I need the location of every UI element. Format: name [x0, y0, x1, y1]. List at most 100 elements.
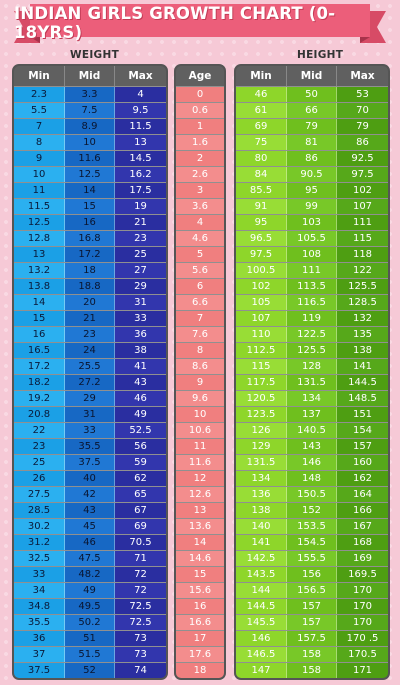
weight-cell-mid: 47.5	[65, 551, 115, 566]
weight-cell-min: 22	[14, 423, 65, 438]
weight-cell-mid: 17.2	[65, 247, 115, 262]
weight-cell-min: 30.2	[14, 519, 65, 534]
weight-cell-mid: 31	[65, 407, 115, 422]
weight-row: 10 12.5 16.2	[14, 166, 166, 182]
age-row: 14.6	[176, 550, 224, 566]
weight-row: 28.5 43 67	[14, 502, 166, 518]
weight-cell-mid: 43	[65, 503, 115, 518]
age-cell-age: 0	[176, 87, 224, 102]
age-row: 17.6	[176, 646, 224, 662]
height-cell-min: 144	[236, 583, 287, 598]
weight-cell-max: 36	[115, 327, 166, 342]
height-cell-max: 168	[337, 535, 388, 550]
height-row: 112.5 125.5 138	[236, 342, 388, 358]
age-cell-age: 6.6	[176, 295, 224, 310]
height-cell-min: 146.5	[236, 647, 287, 662]
weight-cell-min: 11.5	[14, 199, 65, 214]
height-cell-max: 162	[337, 471, 388, 486]
height-row: 147 158 171	[236, 662, 388, 678]
ribbon-shape	[14, 4, 386, 43]
height-row: 134 148 162	[236, 470, 388, 486]
age-cell-age: 4	[176, 215, 224, 230]
height-cell-max: 135	[337, 327, 388, 342]
weight-row: 26 40 62	[14, 470, 166, 486]
weight-row: 13 17.2 25	[14, 246, 166, 262]
height-cell-max: 111	[337, 215, 388, 230]
age-row: 4.6	[176, 230, 224, 246]
weight-row: 30.2 45 69	[14, 518, 166, 534]
weight-cell-mid: 33	[65, 423, 115, 438]
age-cell-age: 1	[176, 119, 224, 134]
height-cell-min: 97.5	[236, 247, 287, 262]
age-cell-age: 2	[176, 151, 224, 166]
weight-row: 5.5 7.5 9.5	[14, 102, 166, 118]
weight-cell-min: 26	[14, 471, 65, 486]
age-row: 5.6	[176, 262, 224, 278]
weight-cell-mid: 21	[65, 311, 115, 326]
height-cell-max: 97.5	[337, 167, 388, 182]
height-cell-mid: 116.5	[287, 295, 337, 310]
age-row: 0.6	[176, 102, 224, 118]
weight-cell-mid: 7.5	[65, 103, 115, 118]
height-cell-mid: 134	[287, 391, 337, 406]
height-row: 115 128 141	[236, 358, 388, 374]
weight-cell-min: 37	[14, 647, 65, 662]
age-cell-age: 10	[176, 407, 224, 422]
weight-cell-min: 35.5	[14, 615, 65, 630]
height-cell-max: 157	[337, 439, 388, 454]
height-row: 95 103 111	[236, 214, 388, 230]
weight-cell-mid: 52	[65, 663, 115, 678]
age-cell-age: 3	[176, 183, 224, 198]
weight-row: 23 35.5 56	[14, 438, 166, 454]
weight-cell-min: 8	[14, 135, 65, 150]
height-cell-mid: 146	[287, 455, 337, 470]
weight-cell-max: 73	[115, 647, 166, 662]
weight-cell-max: 33	[115, 311, 166, 326]
height-cell-min: 120.5	[236, 391, 287, 406]
weight-cell-mid: 42	[65, 487, 115, 502]
height-cell-mid: 156	[287, 567, 337, 582]
weight-cell-min: 20.8	[14, 407, 65, 422]
age-row: 11.6	[176, 454, 224, 470]
weight-cell-max: 72	[115, 567, 166, 582]
age-cell-age: 18	[176, 663, 224, 678]
height-cell-max: 53	[337, 87, 388, 102]
height-row: 75 81 86	[236, 134, 388, 150]
age-cell-age: 17.6	[176, 647, 224, 662]
height-cell-min: 75	[236, 135, 287, 150]
weight-cell-min: 25	[14, 455, 65, 470]
weight-row: 13.2 18 27	[14, 262, 166, 278]
weight-cell-max: 59	[115, 455, 166, 470]
height-row: 110 122.5 135	[236, 326, 388, 342]
height-cell-max: 115	[337, 231, 388, 246]
weight-row: 37 51.5 73	[14, 646, 166, 662]
age-cell-age: 5	[176, 247, 224, 262]
age-cell-age: 14.6	[176, 551, 224, 566]
height-cell-mid: 95	[287, 183, 337, 198]
age-row: 14	[176, 534, 224, 550]
age-cell-age: 12	[176, 471, 224, 486]
height-cell-mid: 158	[287, 663, 337, 678]
height-row: 105 116.5 128.5	[236, 294, 388, 310]
weight-row: 34.8 49.5 72.5	[14, 598, 166, 614]
weight-cell-max: 70.5	[115, 535, 166, 550]
age-cell-age: 17	[176, 631, 224, 646]
height-cell-mid: 81	[287, 135, 337, 150]
weight-cell-mid: 24	[65, 343, 115, 358]
age-table-header: Age	[176, 66, 224, 86]
height-cell-mid: 90.5	[287, 167, 337, 182]
age-cell-age: 7.6	[176, 327, 224, 342]
height-cell-mid: 131.5	[287, 375, 337, 390]
weight-cell-min: 13	[14, 247, 65, 262]
height-row: 141 154.5 168	[236, 534, 388, 550]
height-row: 123.5 137 151	[236, 406, 388, 422]
weight-cell-max: 23	[115, 231, 166, 246]
weight-cell-min: 16	[14, 327, 65, 342]
height-cell-max: 138	[337, 343, 388, 358]
weight-cell-max: 73	[115, 631, 166, 646]
height-row: 80 86 92.5	[236, 150, 388, 166]
height-cell-min: 96.5	[236, 231, 287, 246]
age-row: 18	[176, 662, 224, 678]
weight-cell-max: 21	[115, 215, 166, 230]
age-row: 9	[176, 374, 224, 390]
